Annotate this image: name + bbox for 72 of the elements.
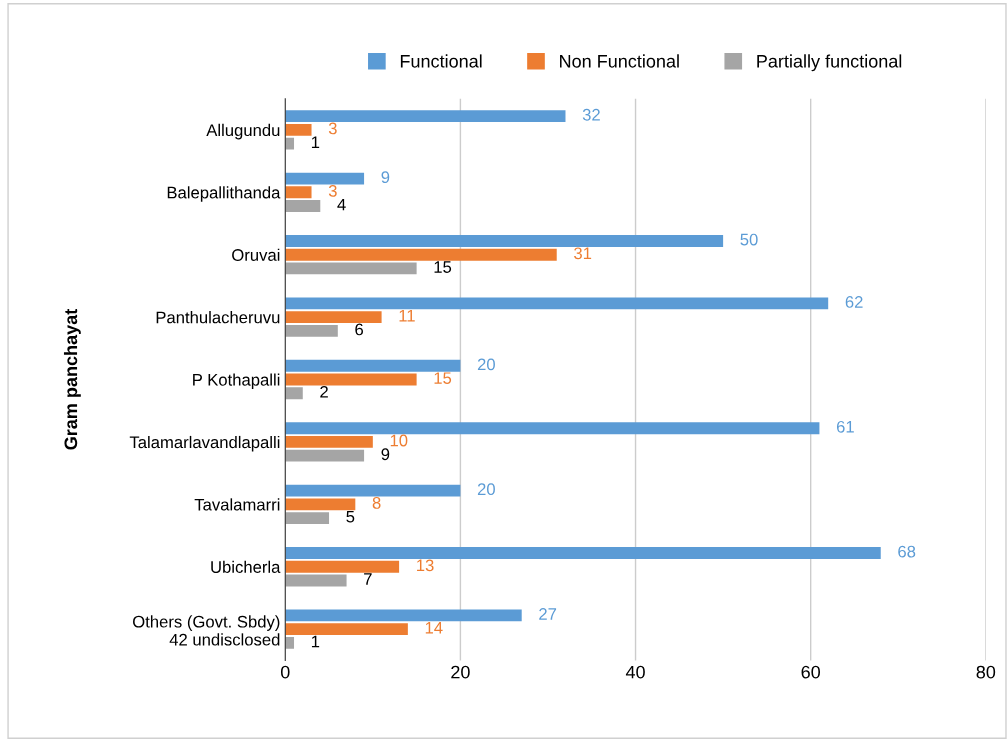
data-label: 50 [740,233,758,246]
bar [285,297,829,310]
bar [285,498,356,511]
data-label: 20 [477,483,495,496]
bar [285,636,295,649]
bar [285,110,566,123]
bar [285,547,881,559]
bar [285,484,461,497]
bar [285,560,400,573]
data-label: 3 [328,122,337,135]
bar [285,512,330,525]
y-tick-label: Ubicherla [211,560,281,573]
bar [285,324,338,337]
bar [285,623,408,636]
data-label: 9 [381,448,390,461]
data-label: 15 [434,261,452,273]
data-label: 10 [390,434,408,447]
data-label: 6 [355,323,364,336]
y-tick-label: Talamarlavandlapalli [129,435,280,452]
y-tick-label: Balepallithanda [167,186,281,202]
x-tick-label: 40 [625,665,645,679]
bar [285,574,347,587]
bar [285,422,820,435]
y-tick-label: Others (Govt. Sbdy) 42 undisclosed [133,615,280,646]
bar [285,123,312,136]
x-tick-label: 60 [801,665,821,679]
y-tick-label: Oruvai [232,248,280,261]
data-label: 68 [898,545,916,558]
x-tick-label: 80 [976,665,996,679]
legend-label: Non Functional [560,54,679,68]
y-tick-label: P Kothapalli [193,373,280,390]
data-label: 14 [425,622,443,634]
legend-label: Partially functional [757,54,902,72]
data-label: 20 [477,358,495,371]
y-axis-title: Gram panchayat [63,309,81,450]
bar [285,248,557,261]
data-label: 4 [337,198,346,211]
bar [285,436,373,448]
y-tick-label: Allugundu [206,123,280,140]
data-label: 11 [399,309,415,322]
bar [285,373,417,386]
bar [285,387,303,400]
bar [285,609,522,622]
data-label: 8 [372,497,381,509]
data-label: 15 [434,372,452,385]
bar [285,200,321,212]
data-label: 5 [346,510,355,523]
data-label: 1 [311,635,320,648]
x-tick-label: 20 [451,665,470,679]
y-tick-label: Panthulacheruvu [156,311,280,324]
bar [285,262,417,275]
data-label: 7 [364,573,372,585]
data-label: 27 [539,608,557,620]
data-label: 2 [320,385,328,398]
data-label: 32 [582,108,600,121]
data-label: 61 [836,420,854,433]
y-tick-label: Tavalamarri [194,498,280,511]
bar [285,137,295,150]
bar [285,359,461,372]
data-label: 9 [381,171,390,184]
x-tick-label: 0 [280,665,290,679]
bar [285,235,724,247]
bar [285,172,365,185]
legend-label: Functional [400,54,482,68]
bar [285,449,365,462]
data-label: 3 [328,184,337,197]
data-label: 62 [845,296,863,308]
bar [285,186,312,199]
data-label: 1 [311,136,320,148]
bar [285,311,382,324]
data-label: 31 [574,247,592,260]
data-label: 13 [417,559,434,572]
